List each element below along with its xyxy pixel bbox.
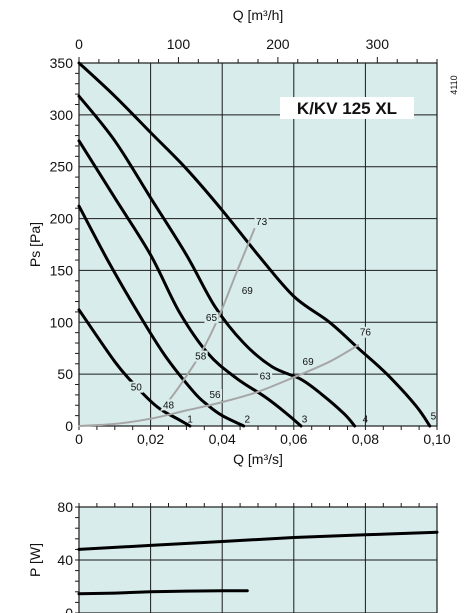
sound-level-label: 65 (206, 313, 218, 324)
x-tick-label: 0 (75, 431, 83, 447)
annotation-bg (240, 285, 255, 297)
y-tick-label: 100 (50, 314, 74, 330)
x-tick-label: 0,06 (280, 431, 307, 447)
annotation-bg (301, 355, 316, 367)
annotation-bg (204, 312, 219, 324)
fan-curve-2 (77, 204, 246, 428)
sound-level-label: 63 (260, 371, 272, 382)
annotation-bg (193, 350, 208, 362)
power-y-tick-label: 0 (65, 605, 73, 613)
plot-frame (78, 62, 438, 427)
y-tick-label: 0 (65, 418, 73, 434)
fan-curve-label: 5 (431, 412, 437, 423)
system-curve (160, 227, 256, 412)
x2-tick-label: 100 (167, 36, 191, 52)
annotation-bg (358, 326, 373, 338)
annotation-bg (161, 399, 176, 411)
annotation-bg (208, 388, 223, 400)
chart-title: K/KV 125 XL (297, 99, 397, 118)
sound-level-label: 50 (131, 383, 143, 394)
power-curve-lower (77, 589, 249, 596)
y-tick-label: 150 (50, 262, 74, 278)
sound-level-label: 58 (195, 352, 207, 363)
x-tick-label: 0,08 (352, 431, 379, 447)
sound-level-label: 56 (209, 390, 221, 401)
title-background (280, 97, 414, 119)
power-curve-upper (77, 530, 439, 551)
power-y-axis-title: P [W] (27, 543, 43, 577)
x2-tick-label: 200 (266, 36, 290, 52)
x2-tick-label: 0 (75, 36, 83, 52)
x-tick-label: 0,04 (209, 431, 236, 447)
x2-axis-title: Q [m³/h] (233, 7, 284, 23)
sound-level-label: 73 (256, 217, 268, 228)
fan-curve-label: 4 (363, 415, 369, 426)
power-plot-frame (78, 506, 438, 613)
power-y-tick-label: 40 (57, 552, 73, 568)
fan-curve-label: 1 (187, 415, 193, 426)
y-axis-title: Ps [Pa] (27, 222, 43, 267)
y-tick-label: 200 (50, 211, 74, 227)
sound-level-label: 69 (303, 357, 315, 368)
x-axis-title: Q [m³/s] (233, 451, 283, 467)
sound-level-label: 69 (242, 286, 254, 297)
drawing-code: 4110 (449, 75, 459, 94)
annotation-bg (258, 370, 273, 382)
x2-tick-label: 300 (366, 36, 390, 52)
y-tick-label: 300 (50, 107, 74, 123)
x-tick-label: 0,02 (137, 431, 164, 447)
fan-curve-4 (77, 94, 357, 428)
system-curve (78, 344, 360, 427)
y-tick-label: 250 (50, 159, 74, 175)
fan-curve-1 (77, 308, 192, 428)
annotation-bg (254, 215, 269, 227)
sound-level-label: 48 (163, 400, 175, 411)
fan-curve-label: 3 (302, 415, 308, 426)
fan-curve-5 (77, 61, 432, 428)
x-tick-label: 0,10 (423, 431, 450, 447)
fan-curve-3 (77, 139, 303, 428)
y-tick-label: 350 (50, 55, 74, 71)
y-tick-label: 50 (57, 366, 73, 382)
fan-curve-label: 2 (244, 415, 250, 426)
annotation-bg (129, 381, 144, 393)
sound-level-label: 76 (360, 328, 372, 339)
power-y-tick-label: 80 (57, 499, 73, 515)
